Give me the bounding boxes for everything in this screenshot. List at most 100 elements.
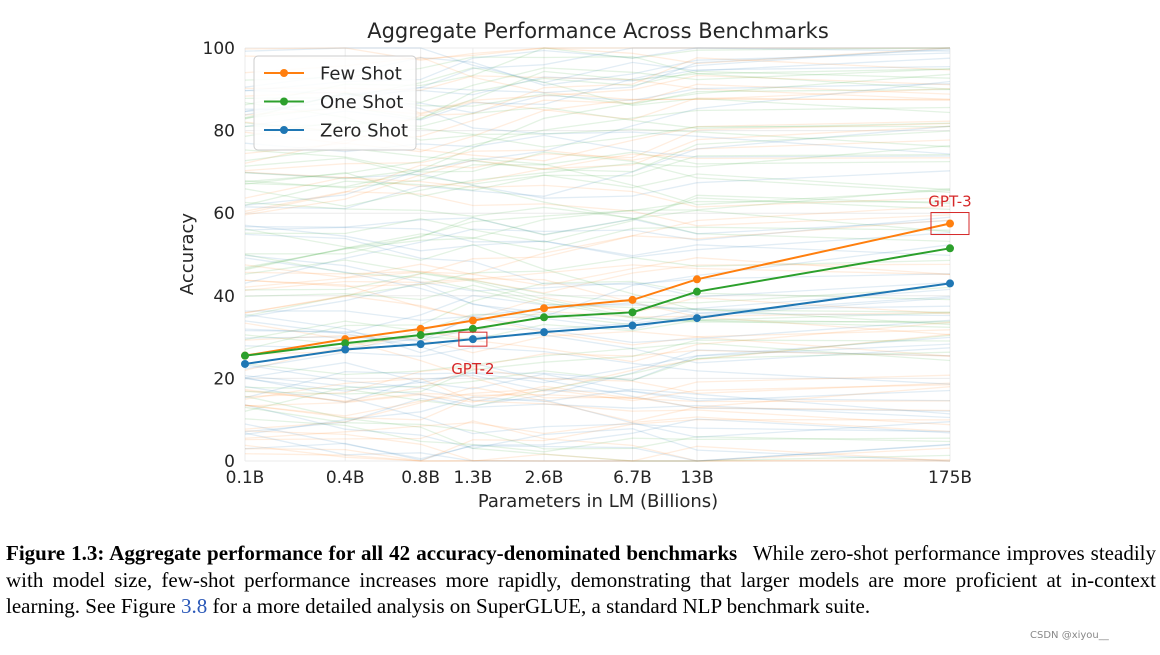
series-line	[244, 282, 951, 365]
x-tick-label: 6.7B	[613, 468, 652, 488]
y-tick-label: 80	[213, 122, 235, 142]
benchmark-line	[244, 329, 951, 354]
data-point	[946, 279, 954, 288]
benchmark-line	[244, 280, 951, 351]
benchmark-line	[244, 418, 951, 461]
data-point	[416, 340, 425, 349]
data-point	[341, 339, 350, 348]
legend-label: One Shot	[320, 92, 403, 113]
data-point	[416, 324, 425, 333]
x-tick-labels: 0.1B 0.4B 0.8B 1.3B 2.6B 6.7B 13B 175B	[226, 468, 972, 488]
benchmark-line	[244, 339, 951, 395]
benchmark-line	[244, 386, 951, 430]
benchmark-line	[244, 197, 951, 270]
benchmark-line	[244, 406, 951, 450]
benchmark-line	[244, 257, 951, 287]
benchmark-line	[244, 342, 951, 376]
benchmark-line	[244, 297, 951, 342]
benchmark-line	[244, 157, 951, 191]
benchmark-line	[244, 228, 951, 313]
benchmark-line	[244, 226, 951, 258]
caption-body: While zero-shot performance improves ste…	[6, 541, 1156, 618]
benchmark-line	[244, 279, 951, 357]
x-tick-label: 2.6B	[525, 468, 564, 488]
benchmark-line	[244, 374, 951, 403]
annotations: GPT-3 GPT-2	[451, 193, 972, 379]
legend-label: Few Shot	[320, 64, 402, 85]
y-tick-label: 0	[224, 452, 235, 472]
series-layer	[241, 219, 954, 368]
benchmark-line	[244, 384, 951, 417]
data-point	[628, 295, 637, 304]
benchmark-line	[244, 310, 951, 372]
chart-title: Aggregate Performance Across Benchmarks	[367, 19, 829, 43]
benchmark-line	[244, 346, 951, 385]
benchmark-line	[244, 374, 951, 404]
benchmark-line	[244, 205, 951, 314]
legend-item: One Shot	[264, 92, 403, 113]
caption-heading: Figure 1.3: Aggregate performance for al…	[6, 541, 738, 565]
benchmark-line	[244, 263, 951, 294]
data-point	[540, 313, 549, 322]
benchmark-line	[244, 80, 951, 206]
benchmark-line	[244, 294, 951, 334]
y-tick-label: 100	[203, 39, 235, 59]
benchmark-line	[244, 194, 951, 243]
legend-box	[253, 55, 417, 151]
data-point	[468, 335, 477, 344]
benchmark-line	[244, 139, 951, 172]
benchmark-line	[244, 226, 951, 271]
benchmark-line	[244, 312, 951, 346]
x-tick-label: 175B	[928, 468, 972, 488]
legend-item: Few Shot	[264, 64, 402, 85]
caption-figure-link[interactable]: 3.8	[180, 594, 208, 618]
benchmark-line	[244, 364, 951, 438]
benchmark-line	[244, 106, 951, 183]
annotation-box	[458, 331, 488, 347]
benchmark-line	[244, 395, 951, 462]
data-point	[628, 321, 637, 330]
benchmark-line	[244, 153, 951, 216]
benchmark-line	[244, 216, 951, 284]
x-tick-label: 0.4B	[326, 468, 365, 488]
benchmark-line	[244, 333, 951, 421]
benchmark-line	[244, 416, 951, 439]
benchmark-line	[244, 171, 951, 233]
data-point	[946, 244, 954, 253]
benchmark-line	[244, 444, 951, 462]
benchmark-line	[244, 430, 951, 462]
data-point	[692, 314, 701, 323]
benchmark-line	[244, 349, 951, 398]
benchmark-line	[244, 187, 951, 269]
benchmark-line	[244, 153, 951, 206]
y-tick-label: 40	[213, 287, 235, 307]
benchmark-line	[244, 295, 951, 320]
series-line	[244, 222, 951, 357]
data-point	[692, 287, 701, 296]
benchmark-line	[244, 157, 951, 206]
benchmark-line	[244, 282, 951, 322]
benchmark-line	[244, 397, 951, 433]
benchmark-line	[244, 73, 951, 180]
benchmark-line	[244, 322, 951, 412]
benchmark-line	[244, 349, 951, 407]
series-line	[244, 247, 951, 357]
annotation-box	[930, 212, 970, 236]
benchmark-line	[244, 190, 951, 227]
data-point	[341, 345, 350, 354]
data-point	[468, 324, 477, 333]
benchmark-line	[244, 320, 951, 412]
benchmark-line	[244, 418, 951, 462]
benchmark-line	[244, 122, 951, 215]
benchmark-line	[244, 253, 951, 326]
benchmark-line	[244, 404, 951, 462]
figure-caption: Figure 1.3: Aggregate performance for al…	[6, 540, 1156, 620]
benchmark-line	[244, 47, 951, 84]
benchmark-line	[244, 336, 951, 392]
benchmark-line	[244, 200, 951, 255]
benchmark-line	[244, 277, 951, 336]
data-point	[468, 316, 477, 325]
x-tick-label: 0.8B	[401, 468, 440, 488]
benchmark-line	[244, 420, 950, 462]
benchmark-line	[244, 418, 951, 453]
